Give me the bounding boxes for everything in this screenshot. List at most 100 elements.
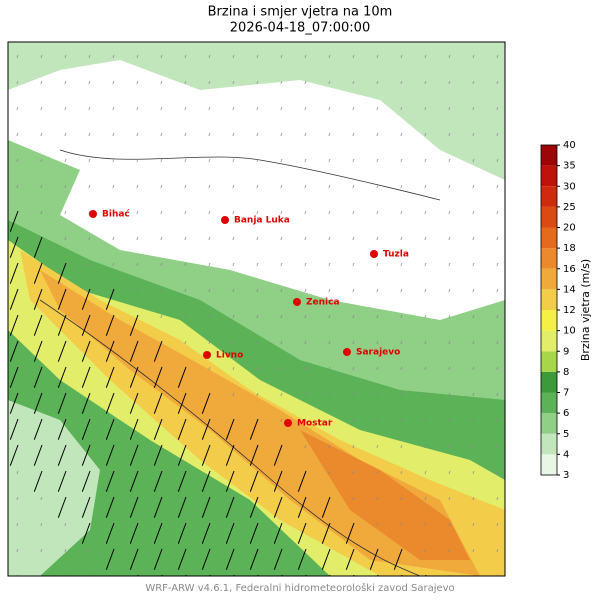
wind-arrow [249, 522, 259, 544]
wind-arrow [105, 288, 115, 310]
city-label: Zenica [306, 298, 340, 308]
wind-arrow [57, 340, 67, 362]
wind-arrow [57, 366, 67, 388]
wind-arrow [88, 106, 91, 111]
wind-arrow [201, 392, 211, 414]
wind-arrow [153, 444, 163, 466]
wind-arrow [496, 392, 499, 397]
wind-arrow [88, 80, 91, 85]
wind-arrow [160, 132, 163, 137]
wind-arrow [424, 444, 427, 449]
wind-arrow [472, 522, 475, 527]
wind-arrow [184, 340, 187, 345]
wind-arrow [400, 158, 403, 163]
wind-arrow [424, 522, 427, 527]
wind-arrow [153, 418, 163, 440]
wind-arrow [184, 236, 187, 241]
wind-arrow [448, 132, 451, 137]
wind-arrow [64, 522, 67, 527]
wind-arrow [225, 548, 235, 570]
wind-arrow [472, 54, 475, 59]
wind-arrow [280, 418, 283, 423]
wind-arrow [208, 210, 211, 215]
city-label: Sarajevo [356, 348, 400, 358]
wind-arrow [376, 184, 379, 189]
wind-arrow [400, 288, 403, 293]
wind-arrow [256, 314, 259, 319]
wind-arrow [16, 522, 19, 527]
wind-arrow [64, 210, 67, 215]
wind-arrow [400, 496, 403, 501]
wind-arrow [496, 54, 499, 59]
wind-arrow [496, 210, 499, 215]
wind-arrow [352, 184, 355, 189]
wind-arrow [105, 392, 115, 414]
wind-arrow [208, 236, 211, 241]
wind-arrow [177, 470, 187, 492]
wind-arrow [424, 548, 427, 553]
wind-arrow [304, 418, 307, 423]
wind-arrow [136, 184, 139, 189]
wind-arrow [153, 340, 163, 362]
wind-arrow [304, 392, 307, 397]
wind-arrow [81, 392, 91, 414]
wind-arrow [273, 496, 283, 518]
wind-arrow [448, 522, 451, 527]
colorbar-band [541, 248, 557, 269]
wind-arrow [424, 184, 427, 189]
wind-arrow [496, 288, 499, 293]
wind-arrow [352, 158, 355, 163]
wind-arrow [184, 132, 187, 137]
wind-arrow [376, 80, 379, 85]
wind-arrow [472, 496, 475, 501]
wind-arrow [16, 158, 19, 163]
wind-arrow [9, 392, 19, 414]
wind-arrow [400, 184, 403, 189]
colorbar-tick-label: 4 [563, 449, 569, 460]
wind-arrow [376, 314, 379, 319]
wind-arrow [304, 236, 307, 241]
wind-arrow [105, 548, 115, 570]
city-marker [370, 250, 378, 258]
wind-arrow [57, 496, 67, 518]
wind-arrow [400, 366, 403, 371]
wind-arrow [225, 522, 235, 544]
wind-arrow [496, 522, 499, 527]
colorbar-tick-label: 5 [563, 429, 569, 440]
wind-arrow [9, 262, 19, 284]
wind-arrow [81, 496, 91, 518]
wind-arrow [280, 184, 283, 189]
wind-arrow [81, 288, 91, 310]
wind-arrow [448, 80, 451, 85]
wind-arrow [304, 132, 307, 137]
wind-arrow [472, 392, 475, 397]
wind-arrow [9, 288, 19, 310]
wind-arrow [328, 54, 331, 59]
wind-arrow [328, 106, 331, 111]
wind-arrow [321, 548, 331, 570]
wind-arrow [424, 262, 427, 267]
wind-arrow [472, 158, 475, 163]
wind-arrow [280, 366, 283, 371]
colorbar-tick-label: 3 [563, 470, 569, 481]
wind-arrow [16, 132, 19, 137]
city-label: Mostar [297, 419, 333, 429]
wind-arrow [280, 236, 283, 241]
map: Bihać Banja Luka Tuzla Zenica Sarajevo Livno M… [8, 42, 505, 576]
wind-arrow [424, 418, 427, 423]
wind-arrow [496, 548, 499, 553]
wind-arrow [472, 548, 475, 553]
wind-arrow [496, 470, 499, 475]
wind-arrow [424, 210, 427, 215]
wind-arrow [448, 54, 451, 59]
wind-arrow [376, 340, 379, 345]
wind-arrow [208, 340, 211, 345]
wind-arrow [304, 80, 307, 85]
wind-arrow [40, 548, 43, 553]
wind-arrow [208, 314, 211, 319]
wind-arrow [33, 288, 43, 310]
wind-arrow [496, 106, 499, 111]
colorbar-tick-label: 6 [563, 408, 569, 419]
city-label: Banja Luka [234, 216, 290, 226]
wind-arrow [280, 262, 283, 267]
